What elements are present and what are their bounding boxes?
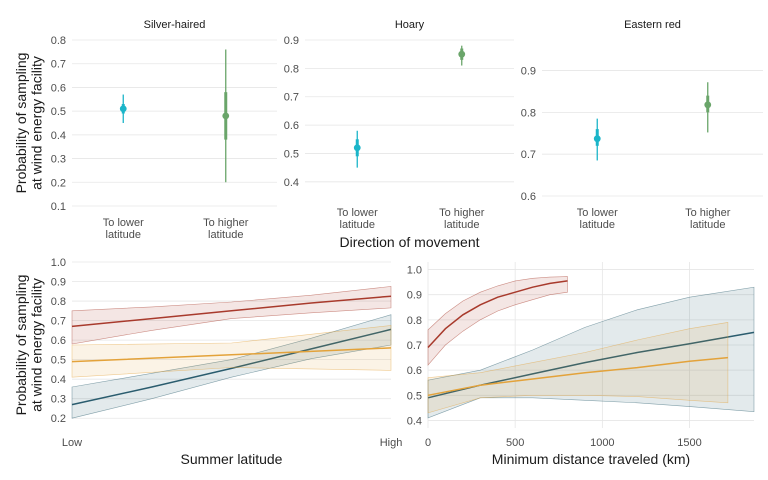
x-tick-label: 1000 [590,437,614,449]
y-tick-label: 0.7 [51,59,66,71]
panel-title: Hoary [395,19,425,31]
x-tick-label: To lower latitude [337,207,378,231]
y-tick-label: 0.2 [51,177,66,189]
series-line [71,328,392,406]
confidence-band [71,325,392,378]
y-tick-label: 0.8 [284,63,299,75]
y-tick-label: 0.5 [51,355,66,367]
panel-3: 0.2 0.3 0.4 0.5 0.6 0.7 0.8 0.9 1.0 Low High Summer… [13,257,402,467]
x-tick-label: 500 [506,437,524,449]
x-axis-title: Minimum distance traveled (km) [492,451,690,467]
panel-4: 0.4 0.5 0.6 0.7 0.8 0.9 1.0 0 500 1000 1500 Minimum… [407,262,755,467]
confidence-band [71,286,392,345]
point-estimate [704,101,712,109]
y-tick-label: 0.9 [51,277,66,289]
x-tick-label: To higher latitude [203,217,249,241]
x-tick-label: To higher latitude [439,207,485,231]
panel-title: Eastern red [624,19,681,31]
y-tick-label: 0.6 [284,120,299,132]
y-tick-label: 0.6 [521,191,536,203]
x-tick-label: Low [62,437,82,449]
y-tick-label: 0.5 [51,106,66,118]
y-tick-label: 0.4 [51,130,66,142]
x-tick-label: 0 [425,437,431,449]
y-tick-label: 0.9 [407,290,422,302]
series-line [71,295,392,328]
x-tick-label: 1500 [677,437,701,449]
y-tick-label: 0.8 [51,296,66,308]
y-tick-label: 0.9 [284,35,299,47]
y-tick-label: 0.5 [284,148,299,160]
y-tick-label: 0.1 [51,201,66,213]
x-tick-label: High [380,437,403,449]
confidence-band [427,286,755,419]
series-line [427,356,728,397]
y-tick-label: 0.8 [51,35,66,47]
y-tick-label: 0.8 [407,315,422,327]
x-tick-label: To lower latitude [103,217,144,241]
y-tick-label: 0.3 [51,154,66,166]
y-tick-label: 0.7 [407,340,422,352]
panel-1: Hoary 0.4 0.5 0.6 0.7 0.8 0.9 To lower latitude T… [284,19,514,231]
series-line [71,347,392,363]
series-line [427,280,568,349]
x-tick-label: To lower latitude [577,207,618,231]
confidence-band [427,276,568,366]
y-tick-label: 0.3 [51,394,66,406]
point-estimate [458,50,466,58]
y-tick-label: 0.4 [284,177,299,189]
panel-2: Eastern red 0.6 0.7 0.8 0.9 To lower latitude T… [521,19,763,231]
point-estimate [593,135,601,143]
y-axis-title: Probability of samplingat wind energy fa… [13,275,44,416]
y-tick-label: 1.0 [407,265,422,277]
x-axis-title: Direction of movement [339,234,479,250]
point-estimate [222,112,230,120]
y-tick-label: 0.8 [521,107,536,119]
y-tick-label: 1.0 [51,257,66,269]
y-tick-label: 0.7 [521,149,536,161]
confidence-band [427,322,729,414]
y-tick-label: 0.6 [51,82,66,94]
point-estimate [353,144,361,152]
y-tick-label: 0.6 [51,335,66,347]
point-estimate [119,105,127,113]
x-axis-title: Summer latitude [181,451,283,467]
y-tick-label: 0.6 [407,365,422,377]
x-tick-label: To higher latitude [685,207,731,231]
y-tick-label: 0.9 [521,66,536,78]
y-tick-label: 0.7 [284,92,299,104]
panel-0: Silver-haired 0.1 0.2 0.3 0.4 0.5 0.6 0.7 0.8 To … [13,19,277,241]
y-tick-label: 0.5 [407,390,422,402]
y-tick-label: 0.4 [407,415,422,427]
y-tick-label: 0.7 [51,316,66,328]
y-tick-label: 0.2 [51,413,66,425]
panel-title: Silver-haired [144,19,206,31]
y-tick-label: 0.4 [51,374,66,386]
y-axis-title: Probability of samplingat wind energy fa… [13,53,44,194]
